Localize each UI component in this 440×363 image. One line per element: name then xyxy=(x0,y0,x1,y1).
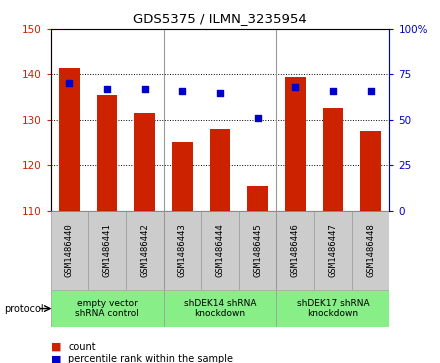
Bar xyxy=(360,131,381,211)
Text: count: count xyxy=(68,342,96,352)
Text: shDEK17 shRNA
knockdown: shDEK17 shRNA knockdown xyxy=(297,299,369,318)
Point xyxy=(141,86,148,92)
Text: GSM1486442: GSM1486442 xyxy=(140,224,149,277)
Bar xyxy=(126,211,164,290)
Text: percentile rank within the sample: percentile rank within the sample xyxy=(68,354,233,363)
Point xyxy=(292,84,299,90)
Bar xyxy=(323,109,343,211)
Bar xyxy=(276,211,314,290)
Bar xyxy=(285,77,306,211)
Point xyxy=(367,88,374,94)
Bar xyxy=(276,290,389,327)
Text: GSM1486448: GSM1486448 xyxy=(366,224,375,277)
Bar xyxy=(51,290,164,327)
Bar xyxy=(201,211,239,290)
Bar xyxy=(164,290,276,327)
Bar xyxy=(247,185,268,211)
Bar xyxy=(352,211,389,290)
Text: GSM1486440: GSM1486440 xyxy=(65,224,74,277)
Point xyxy=(66,81,73,86)
Text: GSM1486441: GSM1486441 xyxy=(103,224,112,277)
Bar xyxy=(51,211,88,290)
Text: ■: ■ xyxy=(51,342,61,352)
Text: GSM1486446: GSM1486446 xyxy=(291,224,300,277)
Bar xyxy=(164,211,201,290)
Bar xyxy=(134,113,155,211)
Text: GSM1486445: GSM1486445 xyxy=(253,224,262,277)
Bar xyxy=(314,211,352,290)
Bar xyxy=(59,68,80,211)
Bar xyxy=(239,211,276,290)
Point xyxy=(254,115,261,121)
Bar xyxy=(97,95,117,211)
Title: GDS5375 / ILMN_3235954: GDS5375 / ILMN_3235954 xyxy=(133,12,307,25)
Text: ■: ■ xyxy=(51,354,61,363)
Bar xyxy=(88,211,126,290)
Bar xyxy=(172,143,193,211)
Text: GSM1486443: GSM1486443 xyxy=(178,224,187,277)
Text: shDEK14 shRNA
knockdown: shDEK14 shRNA knockdown xyxy=(184,299,256,318)
Text: GSM1486444: GSM1486444 xyxy=(216,224,224,277)
Bar xyxy=(209,129,231,211)
Text: GSM1486447: GSM1486447 xyxy=(328,224,337,277)
Point xyxy=(179,88,186,94)
Point xyxy=(330,88,337,94)
Point xyxy=(103,86,110,92)
Point xyxy=(216,90,224,95)
Text: protocol: protocol xyxy=(4,303,44,314)
Text: empty vector
shRNA control: empty vector shRNA control xyxy=(75,299,139,318)
